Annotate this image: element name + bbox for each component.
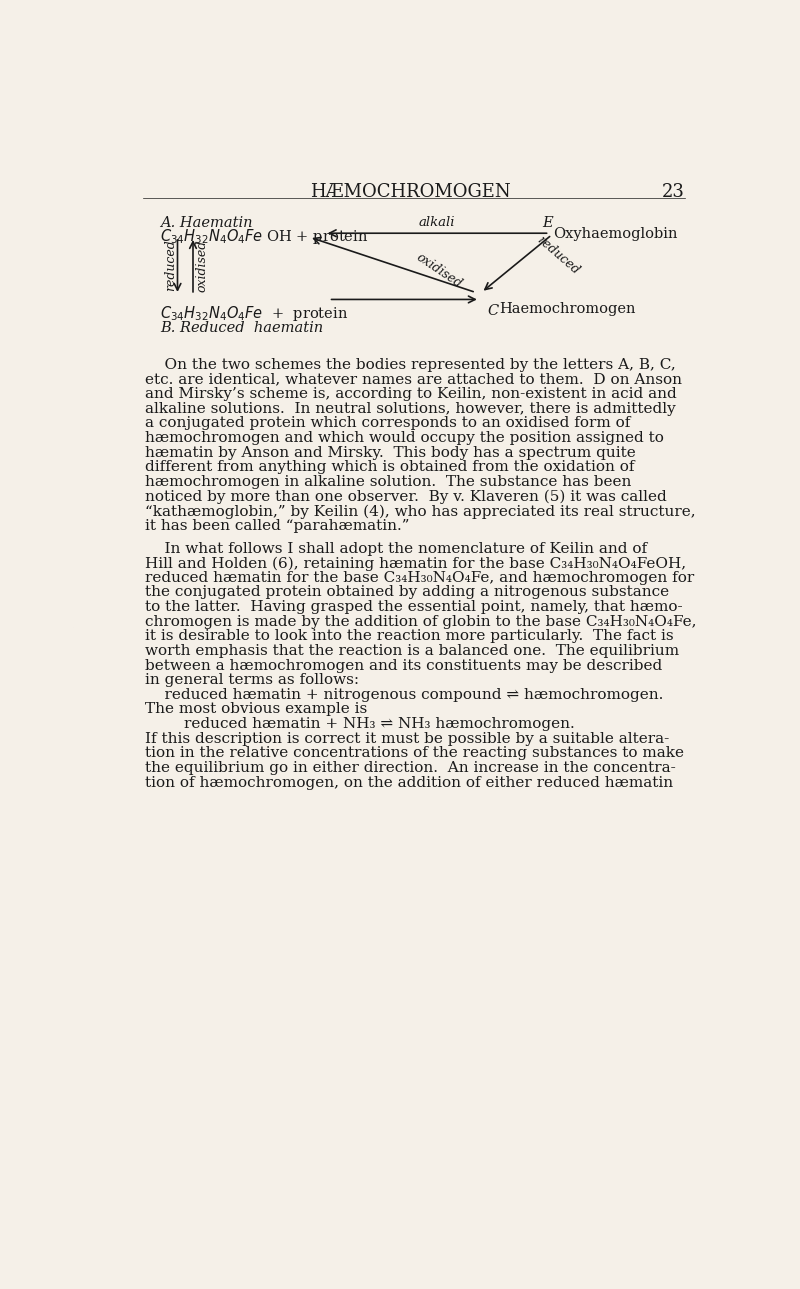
- Text: in general terms as follows:: in general terms as follows:: [145, 673, 359, 687]
- Text: reduced: reduced: [164, 240, 177, 291]
- Text: it is desirable to look into the reaction more particularly.  The fact is: it is desirable to look into the reactio…: [145, 629, 674, 643]
- Text: between a hæmochromogen and its constituents may be described: between a hæmochromogen and its constitu…: [145, 659, 662, 673]
- Text: In what follows I shall adopt the nomenclature of Keilin and of: In what follows I shall adopt the nomenc…: [145, 541, 647, 556]
- Text: and Mirsky’s scheme is, according to Keilin, non-existent in acid and: and Mirsky’s scheme is, according to Kei…: [145, 387, 677, 401]
- Text: the equilibrium go in either direction.  An increase in the concentra-: the equilibrium go in either direction. …: [145, 761, 676, 775]
- Text: hæmochromogen and which would occupy the position assigned to: hæmochromogen and which would occupy the…: [145, 431, 664, 445]
- Text: Hill and Holden (6), retaining hæmatin for the base C₃₄H₃₀N₄O₄FeOH,: Hill and Holden (6), retaining hæmatin f…: [145, 556, 686, 571]
- Text: reduced hæmatin + nitrogenous compound ⇌ hæmochromogen.: reduced hæmatin + nitrogenous compound ⇌…: [145, 688, 663, 703]
- Text: noticed by more than one observer.  By v. Klaveren (5) it was called: noticed by more than one observer. By v.…: [145, 490, 666, 504]
- Text: hæmatin by Anson and Mirsky.  This body has a spectrum quite: hæmatin by Anson and Mirsky. This body h…: [145, 446, 636, 460]
- Text: reduced: reduced: [534, 233, 582, 277]
- Text: C: C: [487, 304, 498, 318]
- Text: alkali: alkali: [419, 217, 455, 229]
- Text: the conjugated protein obtained by adding a nitrogenous substance: the conjugated protein obtained by addin…: [145, 585, 669, 599]
- Text: a conjugated protein which corresponds to an oxidised form of: a conjugated protein which corresponds t…: [145, 416, 630, 431]
- Text: chromogen is made by the addition of globin to the base C₃₄H₃₀N₄O₄Fe,: chromogen is made by the addition of glo…: [145, 615, 697, 629]
- Text: $C_{34}H_{32}N_4O_4Fe$  +  protein: $C_{34}H_{32}N_4O_4Fe$ + protein: [161, 304, 349, 324]
- Text: Haemochromogen: Haemochromogen: [499, 302, 636, 316]
- Text: oxidised: oxidised: [414, 251, 465, 291]
- Text: it has been called “parahæmatin.”: it has been called “parahæmatin.”: [145, 519, 410, 532]
- Text: oxidised: oxidised: [195, 240, 208, 291]
- Text: etc. are identical, whatever names are attached to them.  D on Anson: etc. are identical, whatever names are a…: [145, 373, 682, 387]
- Text: tion in the relative concentrations of the reacting substances to make: tion in the relative concentrations of t…: [145, 746, 684, 761]
- Text: B. Reduced  haematin: B. Reduced haematin: [161, 321, 323, 335]
- Text: HÆMOCHROMOGEN: HÆMOCHROMOGEN: [310, 183, 510, 201]
- Text: “kathæmoglobin,” by Keilin (4), who has appreciated its real structure,: “kathæmoglobin,” by Keilin (4), who has …: [145, 504, 695, 518]
- Text: Oxyhaemoglobin: Oxyhaemoglobin: [554, 227, 678, 241]
- Text: tion of hæmochromogen, on the addition of either reduced hæmatin: tion of hæmochromogen, on the addition o…: [145, 776, 673, 790]
- Text: reduced hæmatin + NH₃ ⇌ NH₃ hæmochromogen.: reduced hæmatin + NH₃ ⇌ NH₃ hæmochromoge…: [145, 717, 574, 731]
- Text: $C_{34}H_{32}N_4O_4Fe$ OH + protein: $C_{34}H_{32}N_4O_4Fe$ OH + protein: [161, 227, 369, 246]
- Text: to the latter.  Having grasped the essential point, namely, that hæmo-: to the latter. Having grasped the essent…: [145, 601, 682, 614]
- Text: E: E: [542, 215, 552, 229]
- Text: reduced hæmatin for the base C₃₄H₃₀N₄O₄Fe, and hæmochromogen for: reduced hæmatin for the base C₃₄H₃₀N₄O₄F…: [145, 571, 694, 585]
- Text: If this description is correct it must be possible by a suitable altera-: If this description is correct it must b…: [145, 732, 669, 746]
- Text: alkaline solutions.  In neutral solutions, however, there is admittedly: alkaline solutions. In neutral solutions…: [145, 402, 676, 416]
- Text: worth emphasis that the reaction is a balanced one.  The equilibrium: worth emphasis that the reaction is a ba…: [145, 644, 679, 657]
- Text: 23: 23: [662, 183, 685, 201]
- Text: different from anything which is obtained from the oxidation of: different from anything which is obtaine…: [145, 460, 634, 474]
- Text: On the two schemes the bodies represented by the letters A, B, C,: On the two schemes the bodies represente…: [145, 358, 676, 373]
- Text: A. Haematin: A. Haematin: [161, 215, 253, 229]
- Text: The most obvious example is: The most obvious example is: [145, 703, 367, 717]
- Text: hæmochromogen in alkaline solution.  The substance has been: hæmochromogen in alkaline solution. The …: [145, 476, 631, 489]
